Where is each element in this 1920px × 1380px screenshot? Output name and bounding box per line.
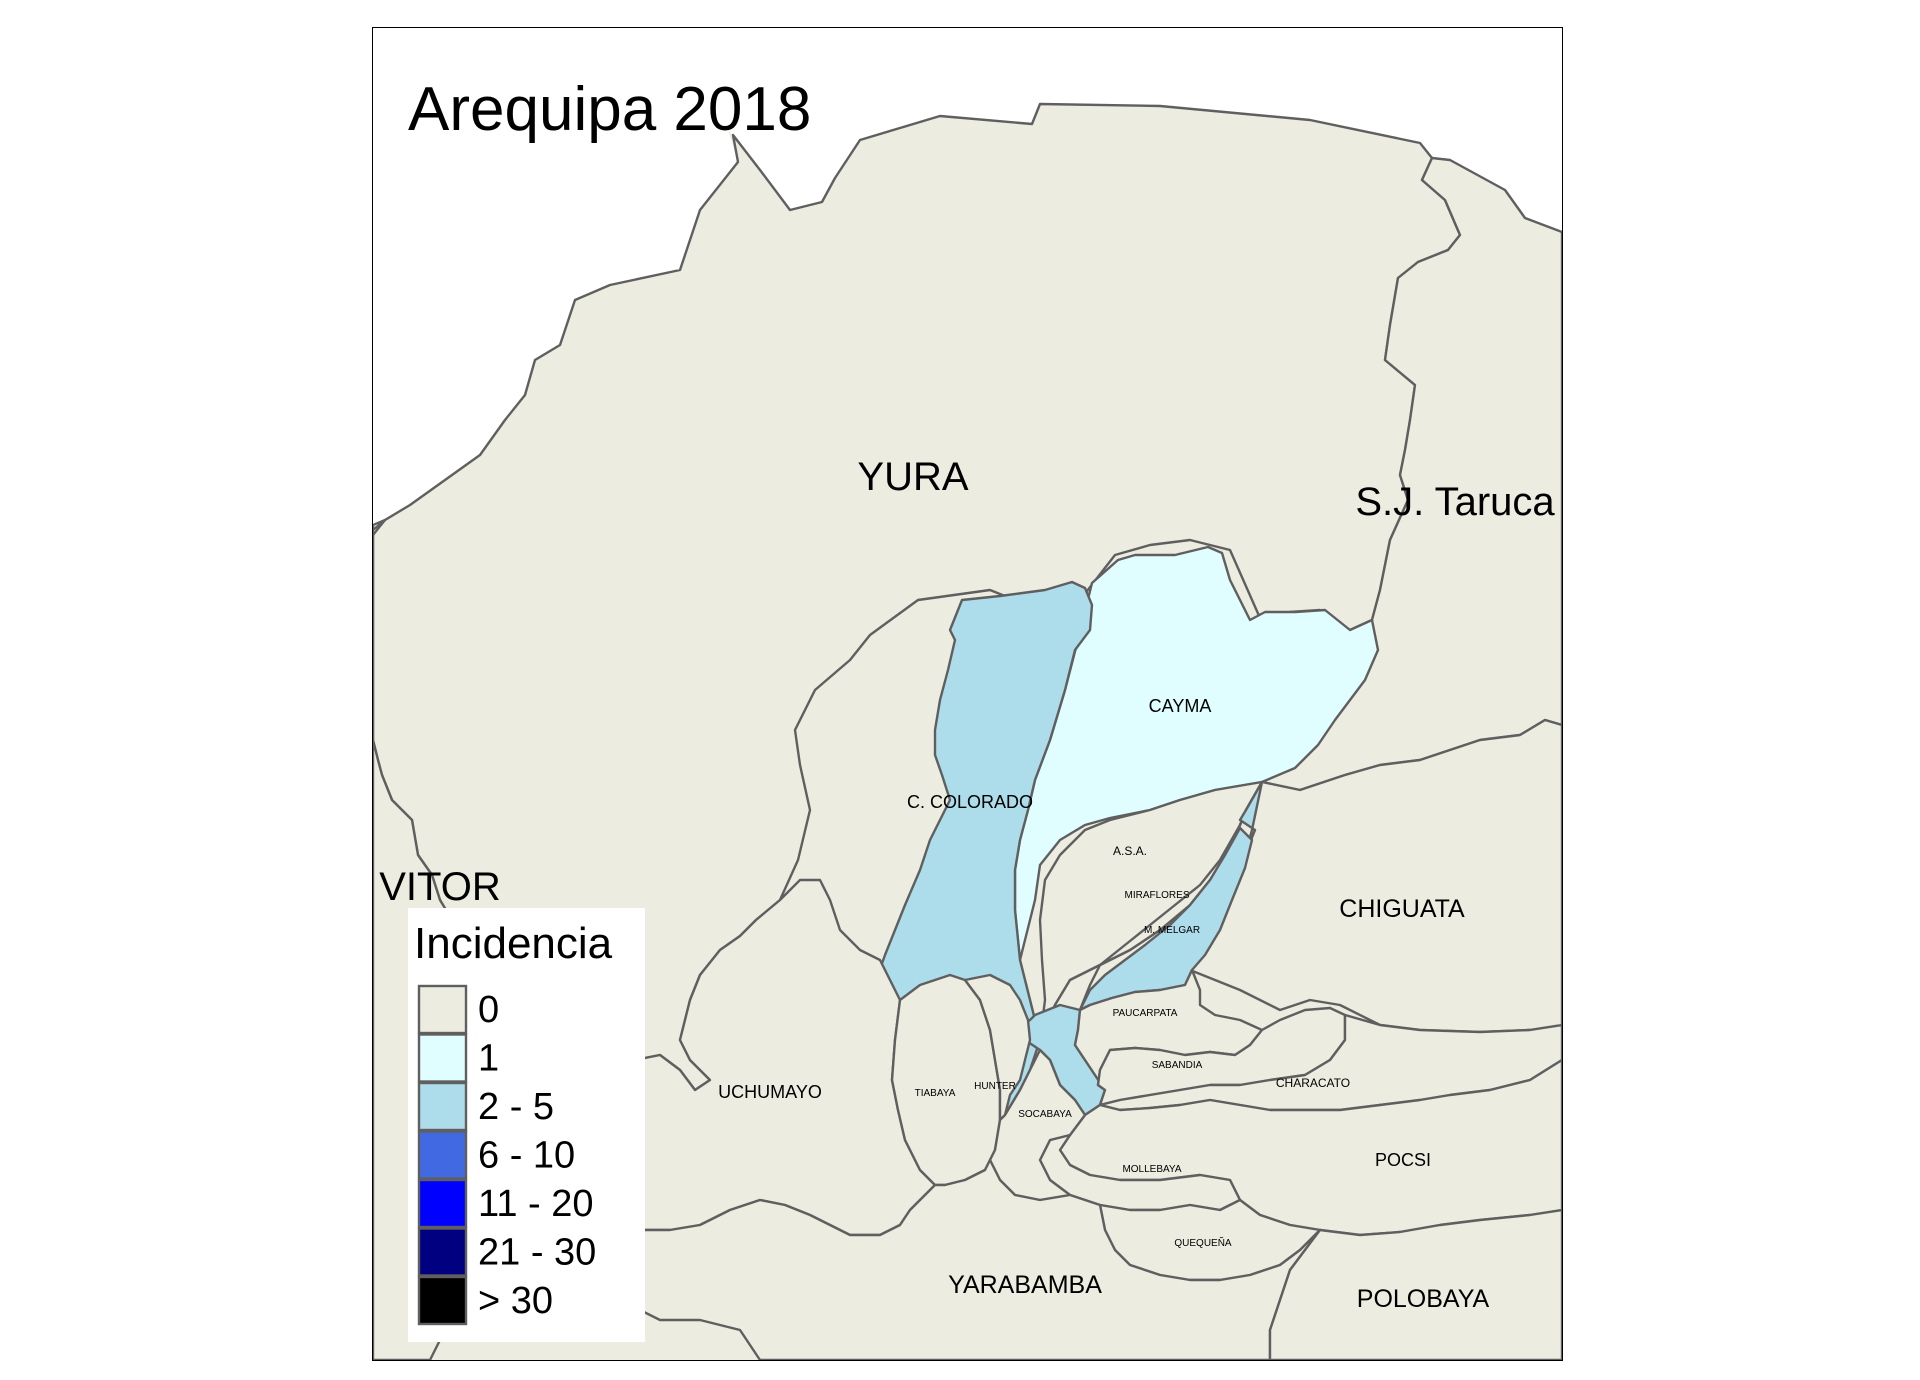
legend-title: Incidencia: [414, 919, 613, 968]
label-sj-taruca: S.J. Taruca: [1355, 480, 1555, 524]
map-title: Arequipa 2018: [408, 75, 811, 144]
legend-swatch-0: [417, 984, 468, 1035]
legend-label-2: 2 - 5: [478, 1086, 554, 1128]
legend-swatch-5: [417, 1227, 468, 1277]
label-yarabamba: YARABAMBA: [948, 1271, 1102, 1299]
label-chiguata: CHIGUATA: [1339, 895, 1465, 923]
legend-swatch-4: [417, 1178, 468, 1229]
label-quequena: QUEQUEÑA: [1174, 1236, 1232, 1249]
label-polobaya: POLOBAYA: [1357, 1285, 1490, 1313]
legend: Incidencia 0 1 2 - 5 6 - 10 11 - 20 21 - 30 > …: [408, 908, 645, 1342]
label-hunter: HUNTER: [974, 1081, 1016, 1092]
label-socabaya: SOCABAYA: [1018, 1109, 1072, 1120]
outside-area-left: [373, 130, 738, 525]
legend-label-6: > 30: [478, 1280, 553, 1322]
label-cayma: CAYMA: [1149, 696, 1212, 716]
label-c-colorado: C. COLORADO: [907, 792, 1033, 812]
label-miraflores: MIRAFLORES: [1124, 890, 1189, 901]
label-m-melgar: M. MELGAR: [1144, 925, 1200, 936]
label-pocsi: POCSI: [1375, 1150, 1431, 1170]
district-jacobo-hunter[interactable]: [963, 973, 1032, 1122]
label-yura: YURA: [857, 455, 968, 499]
legend-label-1: 1: [478, 1038, 499, 1080]
label-characato: CHARACATO: [1276, 1076, 1350, 1090]
label-mollebaya: MOLLEBAYA: [1122, 1164, 1181, 1175]
label-asa: A.S.A.: [1113, 844, 1147, 858]
legend-swatch-6: [417, 1275, 468, 1326]
label-uchumayo: UCHUMAYO: [718, 1082, 822, 1102]
legend-label-3: 6 - 10: [478, 1135, 575, 1177]
label-tiabaya: TIABAYA: [915, 1088, 956, 1099]
legend-swatch-1: [417, 1033, 468, 1083]
legend-swatch-3: [417, 1130, 468, 1180]
district-polobaya[interactable]: [1268, 1208, 1562, 1360]
legend-label-0: 0: [478, 989, 499, 1031]
label-paucarpata: PAUCARPATA: [1113, 1008, 1178, 1019]
legend-label-5: 21 - 30: [478, 1232, 596, 1274]
legend-label-4: 11 - 20: [478, 1183, 593, 1225]
label-vitor: VITOR: [379, 865, 501, 909]
legend-swatch-2: [417, 1081, 468, 1132]
district-labels: YURA S.J. Taruca VITOR CAYMA C. COLORADO…: [379, 455, 1555, 1313]
outside-area-top: [373, 28, 1562, 232]
label-sabandia: SABANDIA: [1152, 1060, 1203, 1071]
district-layer: [373, 28, 1562, 1360]
district-yarabamba[interactable]: [538, 1158, 1322, 1360]
legend-items: 0 1 2 - 5 6 - 10 11 - 20 21 - 30 > 30: [417, 984, 596, 1326]
